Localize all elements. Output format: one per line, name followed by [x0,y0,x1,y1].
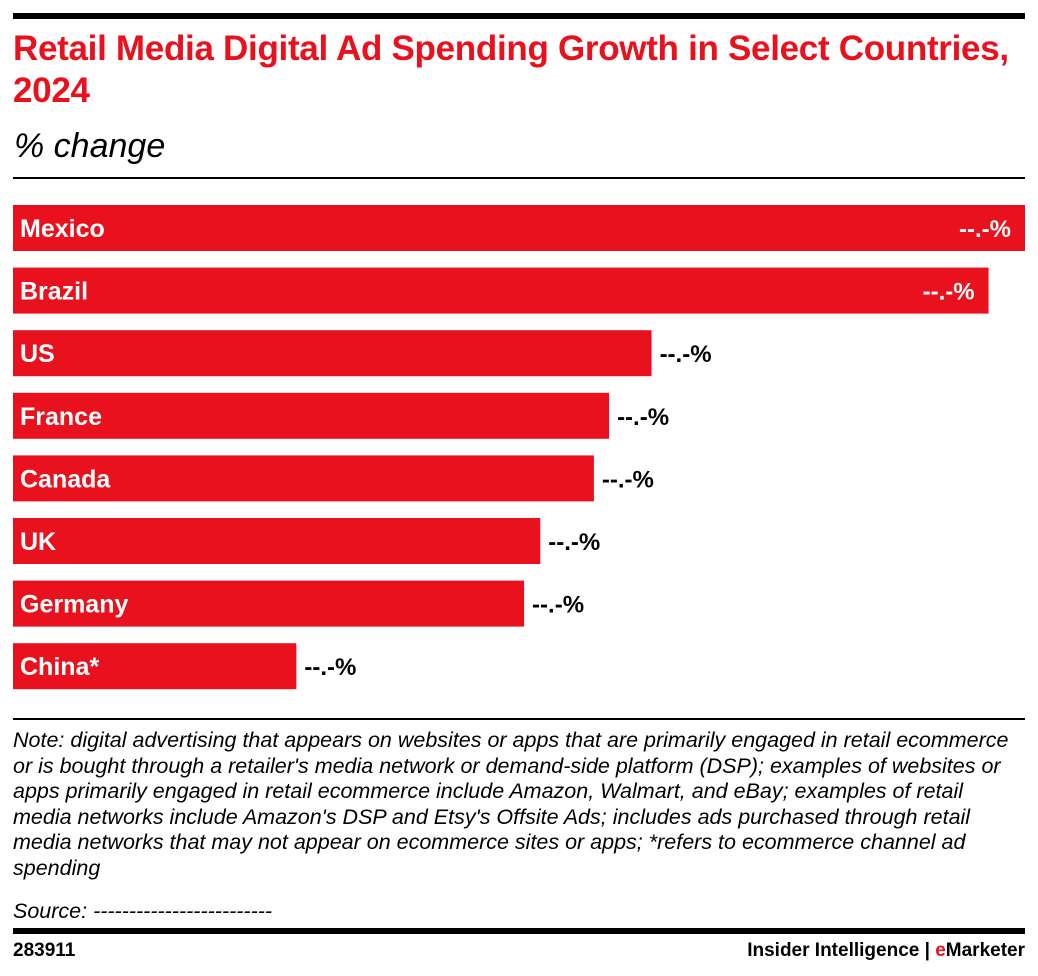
value-label: --.-% [923,279,975,306]
category-label: Canada [20,465,111,493]
chart-title: Retail Media Digital Ad Spending Growth … [13,29,1009,110]
value-label: --.-% [660,341,712,368]
chart-id: 283911 [13,940,76,961]
value-label: --.-% [532,592,584,619]
bar-group: Mexico --.-% [13,205,1025,251]
value-label: --.-% [548,529,600,556]
top-rule [13,13,1025,19]
bar [13,518,541,564]
chart-note: Note: digital advertising that appears o… [13,728,1009,880]
brand-accent: e [935,940,946,961]
value-label: --.-% [304,654,356,681]
bar [13,267,989,314]
category-label: China* [20,653,99,681]
bar-group: Brazil --.-% [13,267,989,314]
bar-group: China* --.-% [13,643,356,690]
bar [13,580,525,627]
footer-divider [13,718,1025,720]
value-label: --.-% [602,466,654,493]
brand-suffix: Marketer [945,940,1025,961]
chart-subtitle: % change [14,127,166,165]
category-label: France [20,403,102,431]
bar-group: UK --.-% [13,518,600,564]
bar-group: Canada --.-% [13,455,654,502]
bar [13,330,652,377]
bar [13,392,610,439]
value-label: --.-% [959,216,1011,243]
header-divider [13,177,1025,179]
category-label: UK [20,528,56,556]
category-label: Germany [20,591,128,619]
bottom-rule [13,928,1025,934]
bar [13,643,297,690]
category-label: Brazil [20,278,88,306]
brand-logo: Insider Intelligence | eMarketer [747,940,1025,962]
bar [13,455,594,502]
bar-chart: Mexico --.-% Brazil --.-% US --.-% France --.-%… [13,205,1025,690]
chart-source: Source: ------------------------- [13,899,273,923]
bar-group: US --.-% [13,330,712,377]
brand-prefix: Insider Intelligence | [747,940,936,961]
category-label: US [20,340,55,368]
value-label: --.-% [617,404,669,431]
bar-group: France --.-% [13,392,669,439]
bar-group: Germany --.-% [13,580,584,627]
bar [13,205,1025,251]
category-label: Mexico [20,215,105,243]
